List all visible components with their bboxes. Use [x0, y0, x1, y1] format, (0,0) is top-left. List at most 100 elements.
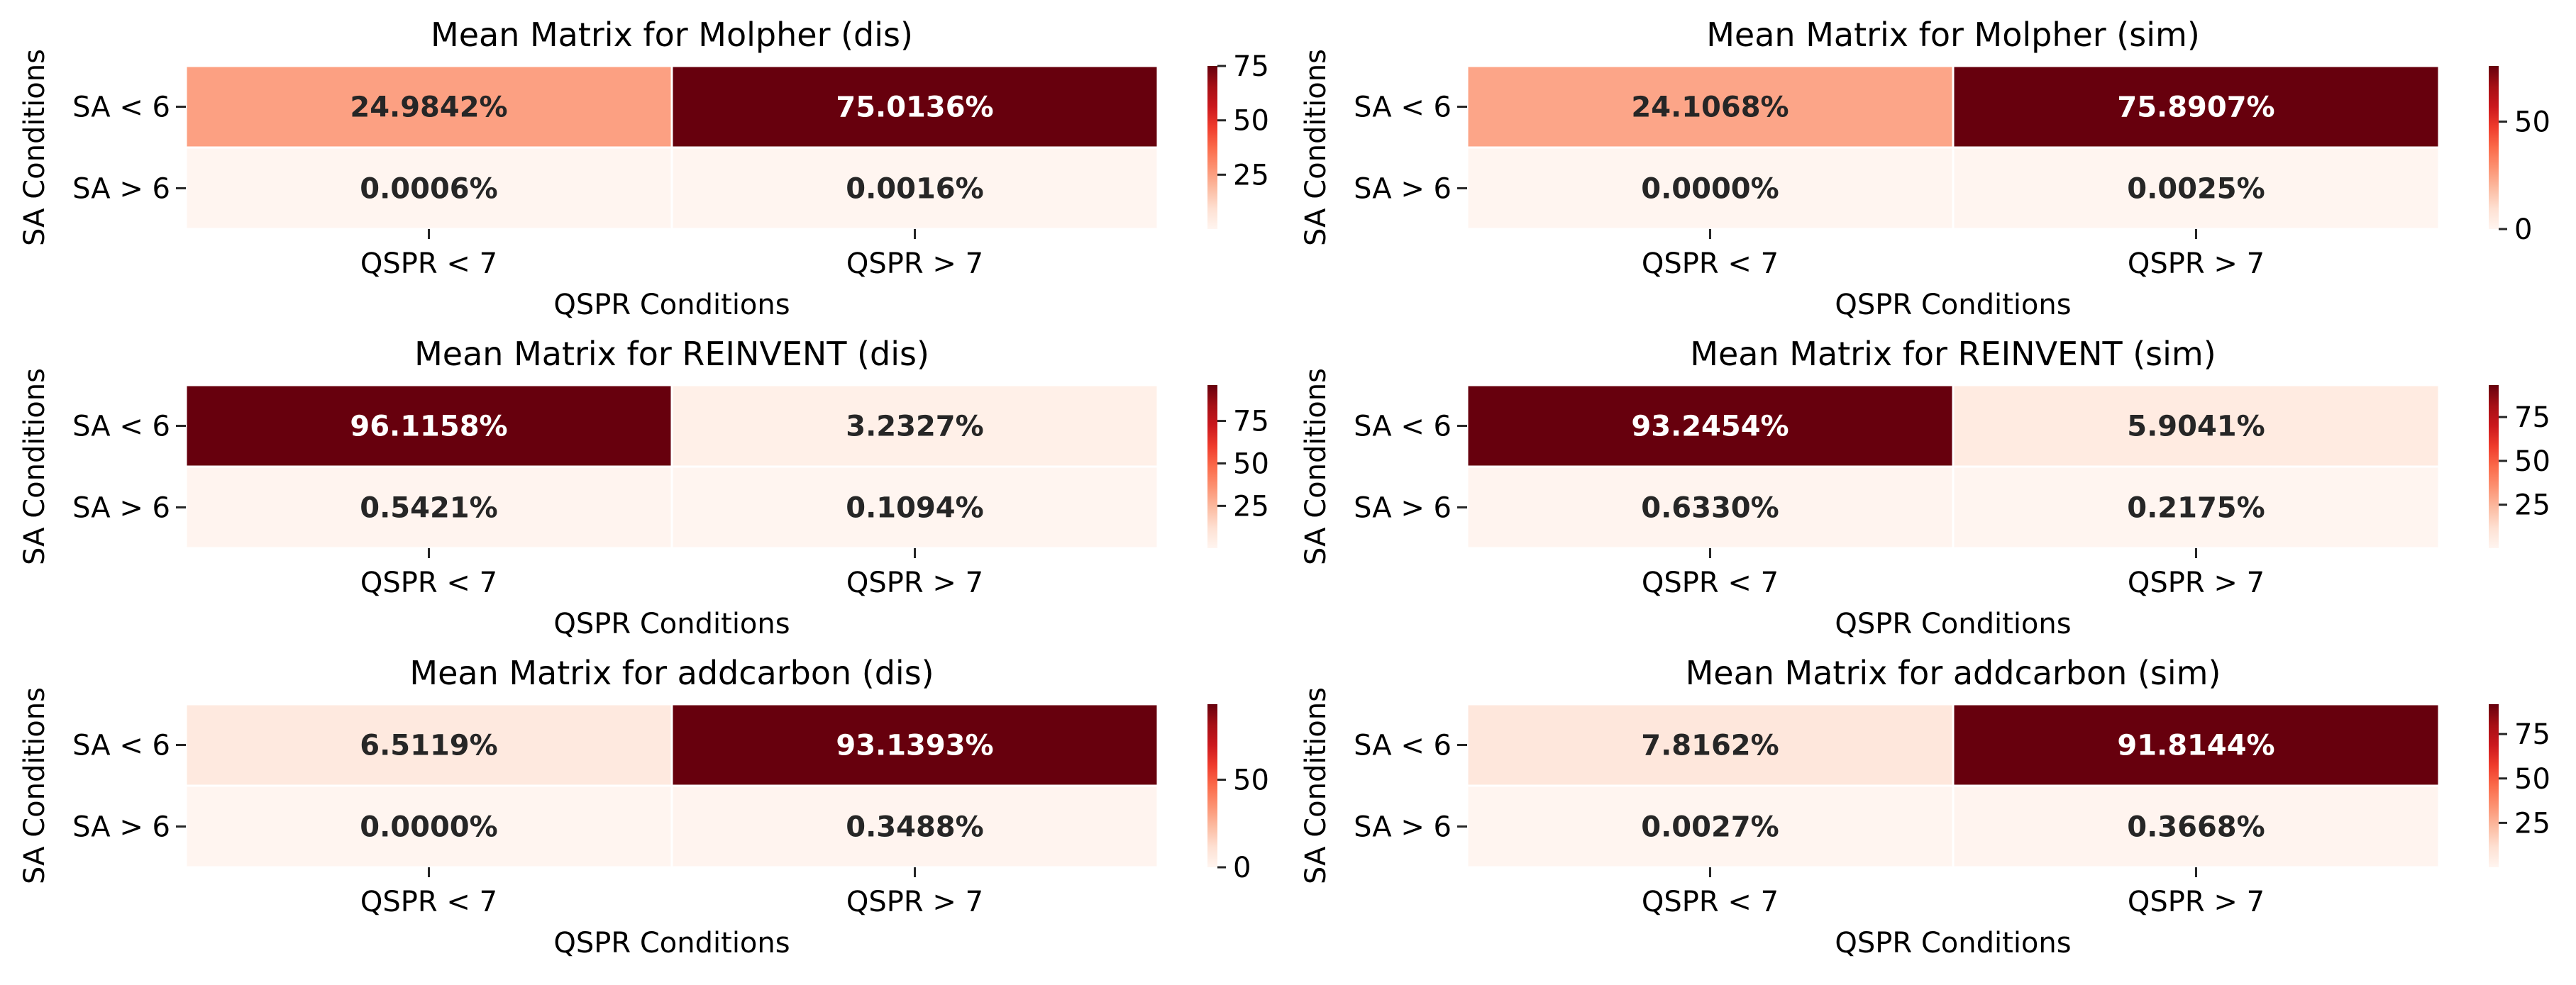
cell-value-label: 0.6330%	[1641, 492, 1779, 525]
cell-value-label: 0.0000%	[360, 811, 497, 844]
cell-value-label: 24.9842%	[350, 91, 507, 124]
heatmap-cell	[184, 146, 673, 230]
y-axis-label: SA Conditions	[1300, 687, 1332, 884]
y-tick-label: SA < 6	[72, 411, 170, 443]
colorbar-tick-label: 0	[2514, 213, 2532, 246]
cell-value-label: 5.9041%	[2127, 411, 2265, 443]
y-tick-label: SA > 6	[1354, 173, 1452, 206]
heatmap-cell	[1952, 784, 2440, 869]
heatmap-cell	[1952, 465, 2440, 550]
colorbar-tick-label: 50	[2514, 445, 2550, 478]
colorbar-tick-label: 50	[1233, 764, 1269, 797]
cell-value-label: 93.1393%	[836, 730, 993, 762]
colorbar-tick-label: 75	[2514, 401, 2550, 434]
colorbar-tick-label: 50	[2514, 763, 2550, 796]
heatmap-cell	[1952, 146, 2440, 230]
heatmap-panel-5: Mean Matrix for addcarbon (dis) 6.5119% 93…	[18, 654, 1269, 959]
heatmap-panel-2: Mean Matrix for Molpher (sim) 24.1068% 75.…	[1300, 16, 2550, 321]
cell-value-label: 0.0006%	[360, 173, 497, 206]
cell-value-label: 0.1094%	[846, 492, 983, 525]
heatmap-panel-1: Mean Matrix for Molpher (dis) 24.9842% 75.…	[18, 16, 1269, 321]
x-tick-label: QSPR < 7	[1642, 247, 1779, 280]
cell-value-label: 6.5119%	[360, 730, 497, 762]
heatmap-cell	[184, 784, 673, 869]
colorbar	[2489, 66, 2499, 229]
cell-value-label: 3.2327%	[846, 411, 983, 443]
colorbar	[1207, 704, 1217, 867]
cell-value-label: 0.3488%	[846, 811, 983, 844]
y-tick-label: SA < 6	[1354, 91, 1452, 124]
x-axis-label: QSPR Conditions	[1835, 608, 2071, 640]
heatmap-cell	[184, 65, 673, 149]
x-tick-label: QSPR < 7	[1642, 567, 1779, 599]
x-tick-label: QSPR > 7	[2128, 247, 2265, 280]
heatmap-cell	[1952, 703, 2440, 787]
cell-value-label: 0.0000%	[1641, 173, 1779, 206]
colorbar-tick-label: 25	[1233, 490, 1269, 523]
cell-value-label: 91.8144%	[2117, 730, 2274, 762]
heatmap-cell	[184, 465, 673, 550]
colorbar-tick-label: 75	[2514, 718, 2550, 751]
heatmap-cell	[670, 465, 1159, 550]
cell-value-label: 0.5421%	[360, 492, 497, 525]
cell-value-label: 0.0016%	[846, 173, 983, 206]
x-tick-label: QSPR > 7	[2128, 567, 2265, 599]
colorbar-tick-label: 50	[1233, 105, 1269, 138]
y-axis-label: SA Conditions	[18, 368, 51, 565]
cell-value-label: 0.0027%	[1641, 811, 1779, 844]
colorbar	[2489, 385, 2499, 548]
y-tick-label: SA > 6	[72, 811, 170, 844]
x-axis-label: QSPR Conditions	[1835, 289, 2071, 321]
x-tick-label: QSPR < 7	[360, 886, 497, 918]
y-tick-label: SA > 6	[72, 173, 170, 206]
colorbar-tick-label: 0	[1233, 852, 1251, 884]
x-axis-label: QSPR Conditions	[553, 289, 790, 321]
y-axis-label: SA Conditions	[1300, 49, 1332, 246]
heatmap-cell	[184, 384, 673, 468]
x-tick-label: QSPR > 7	[846, 886, 983, 918]
x-axis-label: QSPR Conditions	[553, 608, 790, 640]
y-axis-label: SA Conditions	[1300, 368, 1332, 565]
panel-title: Mean Matrix for Molpher (sim)	[1706, 16, 2200, 54]
heatmap-cell	[670, 146, 1159, 230]
x-tick-label: QSPR < 7	[360, 567, 497, 599]
y-tick-label: SA < 6	[1354, 411, 1452, 443]
panel-title: Mean Matrix for REINVENT (dis)	[414, 335, 929, 373]
heatmap-cell	[1466, 65, 1955, 149]
y-tick-label: SA > 6	[1354, 492, 1452, 525]
cell-value-label: 0.3668%	[2127, 811, 2265, 844]
y-axis-label: SA Conditions	[18, 49, 51, 246]
heatmap-cell	[1952, 65, 2440, 149]
colorbar-tick-label: 75	[1233, 406, 1269, 438]
y-tick-label: SA < 6	[72, 91, 170, 124]
x-tick-label: QSPR > 7	[2128, 886, 2265, 918]
x-axis-label: QSPR Conditions	[1835, 927, 2071, 959]
y-tick-label: SA < 6	[1354, 730, 1452, 762]
cell-value-label: 0.0025%	[2127, 173, 2265, 206]
x-tick-label: QSPR < 7	[1642, 886, 1779, 918]
heatmap-cell	[670, 65, 1159, 149]
colorbar	[1207, 66, 1217, 229]
x-tick-label: QSPR > 7	[846, 567, 983, 599]
panel-title: Mean Matrix for Molpher (dis)	[431, 16, 913, 54]
heatmap-panel-4: Mean Matrix for REINVENT (sim) 93.2454% 5.…	[1300, 335, 2550, 640]
cell-value-label: 7.8162%	[1641, 730, 1779, 762]
cell-value-label: 75.0136%	[836, 91, 993, 124]
colorbar	[2489, 704, 2499, 867]
colorbar-tick-label: 50	[1233, 447, 1269, 480]
heatmap-cell	[670, 703, 1159, 787]
heatmap-cell	[184, 703, 673, 787]
heatmap-cell	[1952, 384, 2440, 468]
colorbar-tick-label: 25	[1233, 159, 1269, 191]
colorbar-tick-label: 25	[2514, 807, 2550, 840]
colorbar-tick-label: 25	[2514, 489, 2550, 522]
colorbar	[1207, 385, 1217, 548]
colorbar-tick-label: 75	[1233, 50, 1269, 83]
panel-title: Mean Matrix for REINVENT (sim)	[1690, 335, 2216, 373]
y-tick-label: SA > 6	[1354, 811, 1452, 844]
cell-value-label: 75.8907%	[2117, 91, 2274, 124]
y-axis-label: SA Conditions	[18, 687, 51, 884]
panel-title: Mean Matrix for addcarbon (dis)	[409, 654, 934, 692]
